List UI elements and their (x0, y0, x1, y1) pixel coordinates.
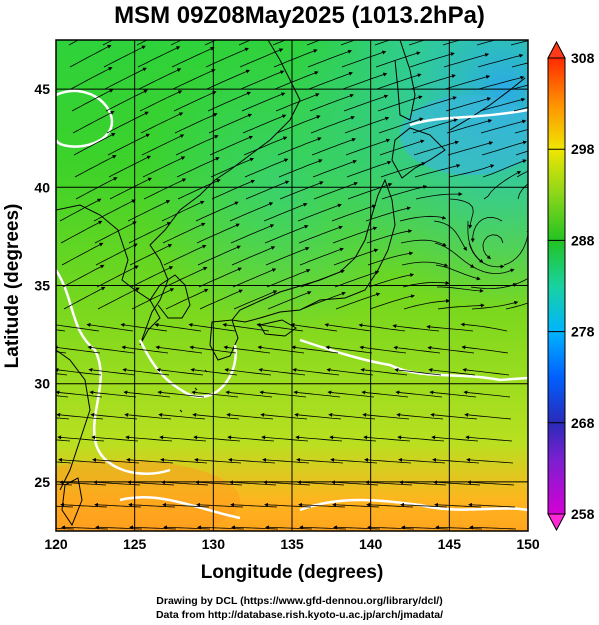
credit-data: Data from http://database.rish.kyoto-u.a… (155, 609, 444, 621)
isotherm-contours (56, 89, 528, 520)
y-tick-label: 25 (34, 474, 50, 490)
y-tick-label: 40 (34, 179, 50, 195)
colorbar-top-arrow (547, 40, 566, 59)
x-tick-label: 120 (44, 536, 68, 552)
x-tick-label: 125 (123, 536, 147, 552)
x-tick-label: 135 (280, 536, 304, 552)
colorbar-tick-label: 258 (571, 506, 595, 522)
colorbar-tick-label: 288 (571, 232, 595, 248)
x-tick-label: 140 (359, 536, 383, 552)
colorbar-tick-label: 268 (571, 415, 595, 431)
wind-streamlines (56, 40, 528, 530)
x-tick-label: 130 (202, 536, 226, 552)
x-axis-ticks: 120 125 130 135 140 145 150 (44, 536, 540, 552)
y-axis-label: Latitude (degrees) (2, 204, 23, 369)
map-title: MSM 09Z08May2025 (1013.2hPa) (114, 2, 485, 29)
colorbar: 308 298 288 278 268 258 (547, 40, 595, 532)
colorbar-bottom-arrow (547, 513, 566, 532)
x-tick-label: 150 (516, 536, 540, 552)
y-tick-label: 30 (34, 376, 50, 392)
plot-frame (55, 39, 529, 532)
x-tick-label: 145 (438, 536, 462, 552)
x-axis-label: Longitude (degrees) (201, 562, 384, 583)
y-axis-ticks: 25 30 35 40 45 (34, 81, 50, 490)
graticule (56, 40, 528, 531)
credit-drawing: Drawing by DCL (https://www.gfd-dennou.o… (156, 595, 443, 607)
colorbar-tick-label: 298 (571, 141, 595, 157)
colorbar-tick-label: 278 (571, 324, 595, 340)
y-tick-label: 35 (34, 278, 50, 294)
colorbar-tick-label: 308 (571, 50, 595, 66)
temperature-field (56, 40, 528, 531)
y-tick-label: 45 (34, 81, 50, 97)
